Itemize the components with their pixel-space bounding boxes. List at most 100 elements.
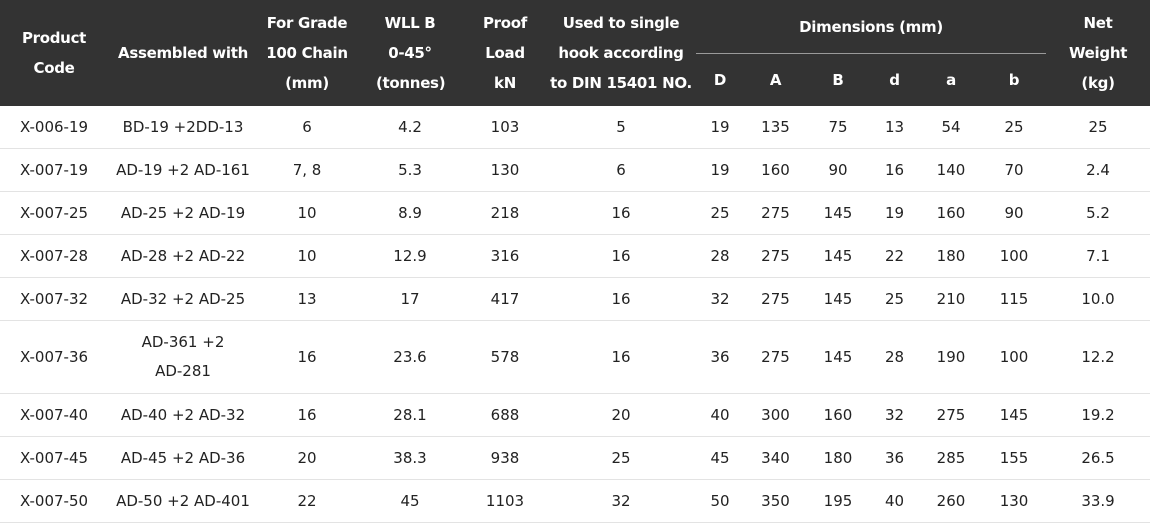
cell-hook: 16	[546, 234, 696, 278]
cell-D: 40	[696, 393, 744, 437]
cell-grade: 6	[258, 106, 356, 149]
cell-proof: 938	[464, 436, 546, 480]
table-row: X-007-32 AD-32 +2 AD-25 13 17 417 16 32 275 145 2…	[0, 277, 1150, 321]
cell-hook: 16	[546, 277, 696, 321]
cell-B: 145	[807, 191, 869, 235]
cell-a: 190	[920, 320, 982, 394]
cell-B: 75	[807, 106, 869, 149]
cell-weight: 26.5	[1046, 436, 1150, 480]
cell-code: X-007-40	[0, 393, 108, 437]
cell-code: X-007-25	[0, 191, 108, 235]
header-dim-D: D	[696, 54, 744, 106]
cell-d: 13	[869, 106, 920, 149]
cell-wll: 17	[356, 277, 464, 321]
cell-code: X-007-28	[0, 234, 108, 278]
cell-assembled: BD-19 +2DD-13	[108, 106, 258, 149]
cell-A: 160	[744, 148, 807, 192]
cell-code: X-007-19	[0, 148, 108, 192]
header-net-weight: Net Weight (kg)	[1046, 0, 1150, 106]
cell-hook: 25	[546, 436, 696, 480]
cell-grade: 10	[258, 191, 356, 235]
header-proof-load: Proof Load kN	[464, 0, 546, 106]
cell-a: 285	[920, 436, 982, 480]
cell-d: 16	[869, 148, 920, 192]
cell-a: 180	[920, 234, 982, 278]
cell-weight: 19.2	[1046, 393, 1150, 437]
cell-weight: 25	[1046, 106, 1150, 149]
cell-hook: 5	[546, 106, 696, 149]
cell-wll: 8.9	[356, 191, 464, 235]
cell-A: 135	[744, 106, 807, 149]
cell-a: 140	[920, 148, 982, 192]
cell-assembled: AD-28 +2 AD-22	[108, 234, 258, 278]
table-row: X-007-40 AD-40 +2 AD-32 16 28.1 688 20 40 300 16…	[0, 393, 1150, 437]
cell-D: 45	[696, 436, 744, 480]
table-row: X-007-45 AD-45 +2 AD-36 20 38.3 938 25 45 340 18…	[0, 436, 1150, 480]
cell-hook: 20	[546, 393, 696, 437]
cell-b: 100	[982, 234, 1047, 278]
cell-A: 275	[744, 320, 807, 394]
table-row: X-007-19 AD-19 +2 AD-161 7, 8 5.3 130 6 19 160 9…	[0, 148, 1150, 192]
cell-wll: 5.3	[356, 148, 464, 192]
cell-b: 70	[982, 148, 1047, 192]
cell-d: 32	[869, 393, 920, 437]
table-row: X-006-19 BD-19 +2DD-13 6 4.2 103 5 19 135 75 13 54…	[0, 106, 1150, 149]
cell-grade: 7, 8	[258, 148, 356, 192]
header-grade: For Grade 100 Chain (mm)	[258, 0, 356, 106]
cell-weight: 10.0	[1046, 277, 1150, 321]
cell-assembled: AD-361 +2 AD-281	[108, 320, 258, 394]
header-assembled-with: Assembled with	[108, 0, 258, 106]
cell-proof: 316	[464, 234, 546, 278]
cell-A: 300	[744, 393, 807, 437]
header-dim-b: b	[982, 54, 1047, 106]
header-dim-B: B	[807, 54, 869, 106]
cell-weight: 12.2	[1046, 320, 1150, 394]
cell-b: 100	[982, 320, 1047, 394]
cell-grade: 22	[258, 479, 356, 523]
cell-hook: 6	[546, 148, 696, 192]
cell-a: 275	[920, 393, 982, 437]
cell-proof: 417	[464, 277, 546, 321]
cell-code: X-006-19	[0, 106, 108, 149]
header-hook: Used to single hook according to DIN 154…	[546, 0, 696, 106]
cell-a: 160	[920, 191, 982, 235]
table-row: X-007-50 AD-50 +2 AD-401 22 45 1103 32 50 350 19…	[0, 479, 1150, 523]
table-row: X-007-28 AD-28 +2 AD-22 10 12.9 316 16 28 275 14…	[0, 234, 1150, 278]
cell-code: X-007-32	[0, 277, 108, 321]
cell-assembled: AD-45 +2 AD-36	[108, 436, 258, 480]
header-dim-A: A	[744, 54, 807, 106]
cell-b: 90	[982, 191, 1047, 235]
cell-a: 210	[920, 277, 982, 321]
cell-proof: 688	[464, 393, 546, 437]
cell-assembled: AD-19 +2 AD-161	[108, 148, 258, 192]
cell-proof: 218	[464, 191, 546, 235]
cell-B: 145	[807, 234, 869, 278]
cell-grade: 20	[258, 436, 356, 480]
cell-assembled: AD-50 +2 AD-401	[108, 479, 258, 523]
cell-D: 36	[696, 320, 744, 394]
cell-wll: 45	[356, 479, 464, 523]
cell-weight: 5.2	[1046, 191, 1150, 235]
cell-b: 130	[982, 479, 1047, 523]
cell-A: 275	[744, 277, 807, 321]
cell-B: 145	[807, 320, 869, 394]
cell-a: 260	[920, 479, 982, 523]
cell-code: X-007-45	[0, 436, 108, 480]
cell-b: 115	[982, 277, 1047, 321]
cell-wll: 12.9	[356, 234, 464, 278]
cell-B: 90	[807, 148, 869, 192]
cell-d: 22	[869, 234, 920, 278]
cell-proof: 578	[464, 320, 546, 394]
cell-B: 145	[807, 277, 869, 321]
cell-wll: 28.1	[356, 393, 464, 437]
cell-assembled: AD-32 +2 AD-25	[108, 277, 258, 321]
cell-weight: 33.9	[1046, 479, 1150, 523]
cell-d: 28	[869, 320, 920, 394]
cell-wll: 4.2	[356, 106, 464, 149]
header-dim-a: a	[920, 54, 982, 106]
cell-D: 28	[696, 234, 744, 278]
cell-B: 180	[807, 436, 869, 480]
cell-A: 275	[744, 234, 807, 278]
cell-D: 19	[696, 106, 744, 149]
